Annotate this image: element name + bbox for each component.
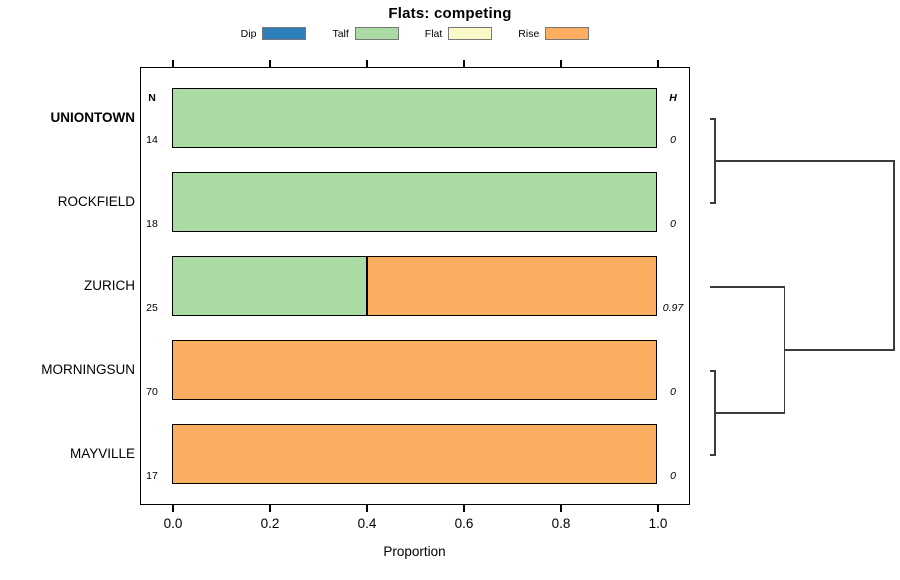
legend-item-rise: Rise	[518, 27, 590, 40]
legend-item-talf: Talf	[332, 27, 399, 40]
x-tick-bottom	[172, 505, 174, 512]
dendrogram-line	[783, 349, 895, 351]
legend-item-flat: Flat	[425, 27, 493, 40]
legend-label-talf: Talf	[332, 27, 349, 40]
x-tick-bottom	[463, 505, 465, 512]
bar-segment-talf	[173, 173, 656, 231]
row-label: MORNINGSUN	[41, 362, 135, 377]
h-value: 0	[670, 134, 676, 146]
stacked-bar	[172, 424, 657, 484]
n-value: 14	[146, 134, 158, 146]
x-tick-top	[463, 60, 465, 67]
legend-swatch-talf-icon	[354, 27, 399, 40]
row-label: ZURICH	[84, 278, 135, 293]
x-tick-top	[172, 60, 174, 67]
stacked-bar	[172, 172, 657, 232]
x-tick-label: 0.0	[163, 516, 183, 531]
bar-segment-talf	[173, 89, 656, 147]
h-value: 0	[670, 218, 676, 230]
n-value: 25	[146, 302, 158, 314]
n-value: 17	[146, 470, 158, 482]
x-tick-top	[366, 60, 368, 67]
x-tick-bottom	[657, 505, 659, 512]
legend-swatch-rise-icon	[545, 27, 590, 40]
dendrogram-line	[710, 202, 716, 204]
x-tick-bottom	[366, 505, 368, 512]
legend: Dip Talf Flat Rise	[140, 26, 690, 41]
row-label: ROCKFIELD	[57, 194, 135, 209]
dendrogram-line	[710, 454, 716, 456]
n-value: 70	[146, 386, 158, 398]
legend-label-rise: Rise	[518, 27, 540, 40]
row-label: MAYVILLE	[69, 446, 135, 461]
bar-segment-rise	[173, 425, 656, 483]
h-value: 0	[670, 470, 676, 482]
dendrogram-line	[714, 160, 895, 162]
stacked-bar	[172, 88, 657, 148]
x-tick-label: 0.4	[357, 516, 377, 531]
dendrogram-line	[714, 412, 786, 414]
x-tick-bottom	[269, 505, 271, 512]
x-tick-top	[269, 60, 271, 67]
n-value: 18	[146, 218, 158, 230]
x-axis-label: Proportion	[383, 544, 446, 559]
dendrogram-line	[710, 286, 786, 288]
stacked-bar	[172, 340, 657, 400]
row-label: UNIONTOWN	[50, 110, 136, 125]
bar-segment-rise	[366, 257, 656, 315]
h-column-header: H	[669, 92, 677, 104]
x-tick-label: 1.0	[648, 516, 668, 531]
legend-item-dip: Dip	[241, 27, 307, 40]
x-tick-bottom	[560, 505, 562, 512]
stacked-bar	[172, 256, 657, 316]
n-column-header: N	[148, 92, 156, 104]
dendrogram-line	[893, 160, 895, 351]
legend-swatch-flat-icon	[448, 27, 493, 40]
x-tick-top	[657, 60, 659, 67]
h-value: 0.97	[662, 302, 684, 314]
h-value: 0	[670, 386, 676, 398]
x-tick-label: 0.8	[551, 516, 571, 531]
chart-title: Flats: competing	[388, 5, 512, 22]
legend-label-flat: Flat	[424, 27, 443, 40]
x-tick-label: 0.2	[260, 516, 280, 531]
x-tick-top	[560, 60, 562, 67]
x-tick-label: 0.6	[454, 516, 474, 531]
dendrogram-line	[710, 118, 716, 120]
legend-swatch-dip-icon	[262, 27, 307, 40]
dendrogram-line	[710, 370, 716, 372]
legend-label-dip: Dip	[240, 27, 257, 40]
bar-segment-talf	[173, 257, 367, 315]
bar-segment-rise	[173, 341, 656, 399]
